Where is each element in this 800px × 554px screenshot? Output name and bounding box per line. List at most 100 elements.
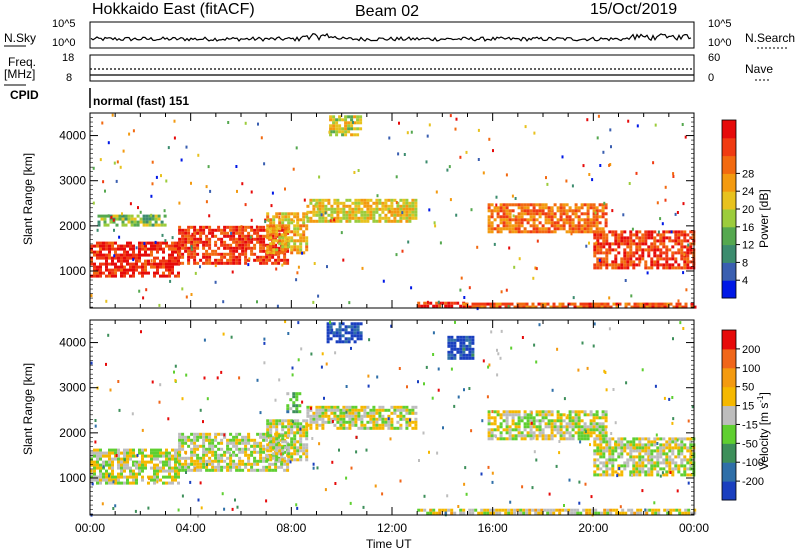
echo-cell: [271, 255, 275, 259]
echo-cell: [508, 218, 512, 222]
echo-dot: [324, 211, 327, 215]
echo-cell: [627, 508, 631, 512]
echo-cell: [611, 446, 615, 450]
echo-cell: [153, 262, 156, 266]
echo-cell: [112, 214, 116, 218]
echo-cell: [144, 271, 147, 275]
echo-cell: [678, 302, 682, 306]
echo-cell: [644, 452, 648, 456]
echo-cell: [596, 458, 600, 462]
echo-cell: [677, 452, 681, 456]
echo-cell: [668, 440, 672, 444]
echo-cell: [326, 340, 330, 344]
echo-cell: [596, 467, 600, 471]
echo-cell: [117, 460, 120, 464]
scatter-echoes: [90, 113, 696, 311]
echo-cell: [278, 212, 282, 216]
echo-cell: [657, 305, 661, 309]
echo-cell: [665, 455, 669, 459]
echo-cell: [556, 413, 560, 417]
echo-cell: [535, 410, 539, 414]
echo-cell: [605, 464, 609, 468]
echo-cell: [393, 219, 397, 223]
echo-cell: [220, 243, 224, 247]
echo-cell: [339, 201, 343, 205]
echo-cell: [580, 410, 584, 414]
echo-cell: [647, 467, 651, 471]
echo-cell: [668, 257, 672, 261]
echo-dot: [151, 160, 154, 164]
echo-cell: [662, 452, 666, 456]
echo-cell: [330, 216, 334, 220]
echo-cell: [393, 426, 397, 430]
echo-cell: [360, 210, 364, 214]
echo-cell: [447, 338, 451, 342]
echo-cell: [105, 460, 108, 464]
echo-cell: [571, 224, 575, 228]
echo-cell: [284, 215, 288, 219]
echo-cell: [256, 258, 260, 262]
echo-cell: [269, 233, 273, 237]
echo-dot: [627, 119, 630, 123]
echo-dot: [551, 388, 554, 392]
echo-cell: [686, 239, 690, 243]
echo-cell: [556, 425, 560, 429]
echo-cell: [293, 224, 297, 228]
echo-cell: [351, 417, 355, 421]
echo-dot: [605, 388, 608, 392]
echo-dot: [533, 450, 536, 454]
echo-cell: [375, 204, 379, 208]
colorbar-swatch: [722, 330, 736, 350]
echo-cell: [504, 302, 508, 306]
echo-cell: [256, 462, 260, 466]
echo-cell: [117, 448, 120, 452]
echo-cell: [499, 413, 503, 417]
echo-cell: [589, 230, 593, 234]
echo-cell: [153, 271, 156, 275]
echo-cell: [344, 118, 348, 122]
echo-cell: [130, 217, 134, 221]
echo-cell: [341, 340, 345, 344]
echo-cell: [159, 469, 162, 473]
echo-cell: [462, 335, 466, 339]
echo-cell: [602, 233, 606, 237]
echo-cell: [535, 203, 539, 207]
echo-cell: [635, 467, 639, 471]
echo-cell: [399, 408, 403, 412]
echo-cell: [299, 218, 303, 222]
echo-cell: [269, 221, 273, 225]
echo-dot: [158, 400, 161, 404]
echo-dot: [376, 375, 379, 379]
echo-cell: [141, 274, 144, 278]
echo-cell: [657, 508, 661, 512]
echo-cell: [366, 201, 370, 205]
echo-cell: [605, 263, 609, 267]
echo-cell: [574, 215, 578, 219]
echo-cell: [256, 255, 260, 259]
echo-cell: [558, 305, 562, 309]
echo-cell: [686, 449, 690, 453]
echo-cell: [99, 250, 102, 254]
echo-dot: [395, 175, 398, 179]
echo-cell: [618, 511, 622, 515]
echo-cell: [562, 209, 566, 213]
echo-cell: [102, 256, 105, 260]
echo-cell: [187, 225, 191, 229]
echo-cell: [296, 215, 300, 219]
echo-cell: [178, 231, 182, 235]
echo-cell: [599, 248, 603, 252]
echo-dot: [482, 171, 485, 175]
echo-cell: [683, 455, 687, 459]
echo-cell: [687, 508, 691, 512]
echo-cell: [593, 473, 597, 477]
echo-cell: [620, 437, 624, 441]
echo-dot: [407, 240, 410, 244]
echo-dot: [190, 293, 193, 296]
echo-cell: [306, 414, 310, 418]
echo-cell: [561, 305, 565, 309]
echo-cell: [287, 215, 291, 219]
echo-dot: [656, 442, 659, 445]
echo-cell: [677, 266, 681, 270]
echo-cell: [411, 216, 415, 220]
